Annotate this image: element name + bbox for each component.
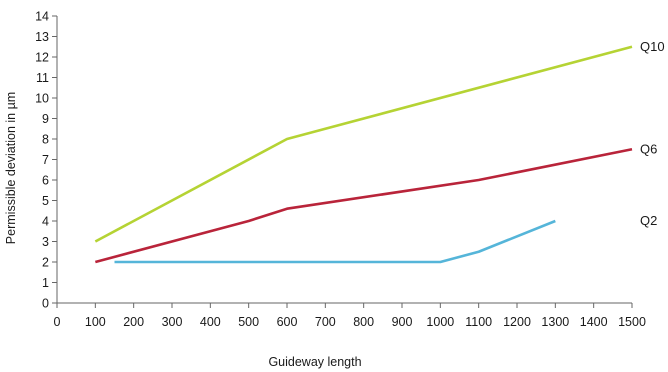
x-tick-label: 700 bbox=[315, 315, 336, 329]
y-tick-label: 11 bbox=[36, 71, 49, 85]
x-tick-label: 600 bbox=[277, 315, 298, 329]
series-lines bbox=[94, 45, 633, 264]
y-tick-label: 1 bbox=[42, 276, 49, 290]
x-tick-label: 1500 bbox=[618, 315, 646, 329]
x-tick-label: 1400 bbox=[580, 315, 608, 329]
y-tick-label: 7 bbox=[42, 153, 49, 167]
x-tick-label: 200 bbox=[123, 315, 144, 329]
y-tick-label: 0 bbox=[42, 297, 49, 311]
x-tick-label: 800 bbox=[353, 315, 374, 329]
axes bbox=[56, 16, 632, 304]
y-axis-title: Permissible deviation in µm bbox=[4, 92, 18, 244]
y-tick-label: 4 bbox=[42, 215, 49, 229]
series-labels: Q10 Q6 Q2 bbox=[640, 39, 665, 228]
x-axis-title: Guideway length bbox=[268, 355, 361, 369]
y-tick-label: 12 bbox=[35, 51, 49, 65]
x-tick-label: 1300 bbox=[541, 315, 569, 329]
series-label-q10: Q10 bbox=[640, 39, 665, 54]
y-tick-label: 5 bbox=[42, 194, 49, 208]
y-tick-label: 13 bbox=[35, 30, 49, 44]
x-tick-label: 400 bbox=[200, 315, 221, 329]
x-tick-label: 1200 bbox=[503, 315, 531, 329]
x-axis-ticks: 0 100 200 300 400 500 600 700 800 900 1000 1100 1200… bbox=[54, 303, 646, 329]
x-tick-label: 100 bbox=[85, 315, 106, 329]
y-tick-label: 6 bbox=[42, 174, 49, 188]
y-tick-label: 9 bbox=[42, 112, 49, 126]
y-tick-label: 14 bbox=[35, 10, 49, 24]
series-line-q10 bbox=[94, 45, 633, 243]
series-line-q6 bbox=[94, 147, 633, 264]
y-tick-label: 10 bbox=[35, 92, 49, 106]
x-tick-label: 0 bbox=[54, 315, 61, 329]
x-tick-label: 1100 bbox=[465, 315, 492, 329]
series-label-q6: Q6 bbox=[640, 141, 657, 156]
y-tick-label: 8 bbox=[42, 133, 49, 147]
x-tick-label: 900 bbox=[392, 315, 413, 329]
x-tick-label: 300 bbox=[162, 315, 183, 329]
x-tick-label: 1000 bbox=[426, 315, 454, 329]
series-line-q2 bbox=[114, 219, 556, 264]
y-tick-label: 2 bbox=[42, 256, 49, 270]
y-tick-label: 3 bbox=[42, 235, 49, 249]
series-label-q2: Q2 bbox=[640, 213, 657, 228]
x-tick-label: 500 bbox=[238, 315, 259, 329]
